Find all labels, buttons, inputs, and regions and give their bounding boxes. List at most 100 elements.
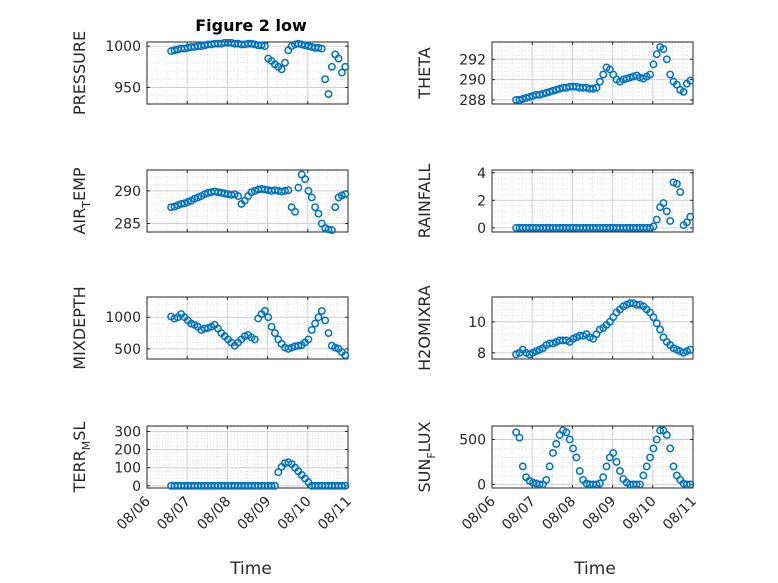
y-axis-label-main: MIXDEPTH bbox=[70, 286, 89, 369]
x-tick-label: 08/06 bbox=[114, 493, 154, 533]
figure-title: Figure 2 low bbox=[195, 16, 307, 35]
data-point bbox=[327, 226, 336, 234]
y-tick-label: 300 bbox=[114, 424, 141, 440]
data-point bbox=[649, 60, 658, 69]
data-point bbox=[549, 86, 557, 95]
data-point bbox=[337, 68, 346, 77]
data-point bbox=[535, 90, 544, 99]
data-point bbox=[334, 54, 343, 63]
data-point bbox=[327, 62, 336, 71]
data-point bbox=[569, 444, 577, 453]
subplot-2: 288 290 292 THETA bbox=[415, 41, 695, 109]
y-tick-label: 10 bbox=[468, 315, 486, 331]
data-point bbox=[652, 215, 661, 224]
data-point bbox=[656, 426, 665, 435]
data-point bbox=[274, 468, 283, 477]
data-point bbox=[615, 466, 624, 475]
data-point bbox=[652, 435, 661, 444]
data-point bbox=[599, 70, 608, 79]
y-tick-label: 8 bbox=[477, 346, 486, 362]
data-point bbox=[324, 90, 333, 99]
data-point bbox=[649, 444, 658, 453]
y-axis-label-subscript: F bbox=[425, 452, 438, 458]
data-point bbox=[622, 74, 631, 83]
y-tick-label: 292 bbox=[459, 52, 486, 68]
y-tick-label: 1000 bbox=[105, 39, 141, 55]
data-point bbox=[304, 335, 313, 344]
axes-box bbox=[146, 296, 349, 360]
y-tick-label: 200 bbox=[114, 443, 141, 459]
y-axis-label-main: AIR bbox=[70, 208, 89, 235]
data-point bbox=[686, 345, 695, 354]
y-tick-label: 290 bbox=[459, 73, 486, 89]
data-point bbox=[632, 480, 641, 489]
data-point bbox=[636, 480, 644, 489]
x-tick-label: 08/11 bbox=[315, 494, 355, 534]
y-axis-label: H2OMIXRA bbox=[415, 285, 434, 371]
data-point bbox=[314, 43, 323, 52]
y-axis-label: AIRTEMP bbox=[70, 167, 93, 234]
data-point bbox=[552, 440, 561, 448]
data-point bbox=[649, 313, 658, 322]
data-point bbox=[639, 471, 648, 480]
data-point bbox=[686, 480, 695, 489]
data-point bbox=[321, 75, 330, 84]
axes-box bbox=[491, 169, 694, 233]
data-point bbox=[311, 319, 320, 328]
x-tick-label: 08/10 bbox=[620, 494, 660, 534]
data-point bbox=[572, 453, 581, 462]
data-point bbox=[575, 466, 584, 475]
y-tick-label: 4 bbox=[477, 166, 486, 182]
data-point bbox=[234, 192, 243, 201]
data-point bbox=[542, 88, 551, 97]
data-point bbox=[324, 329, 333, 338]
data-point bbox=[562, 428, 571, 437]
data-point bbox=[679, 87, 688, 96]
y-axis-label: SUNFLUX bbox=[415, 421, 438, 492]
data-point bbox=[652, 50, 661, 59]
subplot-8: 0 500 SUNFLUX 08/06 08/07 08/08 08/09 08/10 08/1… bbox=[415, 421, 700, 533]
y-tick-label: 2 bbox=[477, 193, 486, 209]
data-point bbox=[301, 175, 310, 184]
data-point bbox=[281, 186, 289, 195]
y-tick-label: 950 bbox=[114, 80, 141, 96]
data-point bbox=[311, 203, 320, 212]
data-point bbox=[177, 199, 186, 208]
data-point bbox=[646, 70, 655, 79]
data-point bbox=[649, 222, 658, 231]
y-axis-label-main: RAINFALL bbox=[415, 164, 434, 239]
data-point bbox=[522, 93, 531, 102]
y-tick-label: 285 bbox=[114, 217, 141, 233]
data-point bbox=[659, 45, 668, 54]
data-point bbox=[307, 325, 316, 334]
y-tick-label: 0 bbox=[132, 479, 141, 495]
data-point bbox=[314, 313, 323, 322]
y-axis-label: MIXDEPTH bbox=[70, 286, 89, 369]
x-tick-label: 08/08 bbox=[539, 494, 579, 534]
data-point bbox=[331, 203, 340, 212]
data-point bbox=[515, 95, 524, 104]
data-point bbox=[666, 217, 675, 225]
data-point bbox=[324, 225, 333, 234]
data-point bbox=[662, 207, 671, 216]
x-axis-label-right: Time bbox=[573, 559, 616, 579]
data-point bbox=[535, 480, 544, 489]
subplot-3: 285 290 AIRTEMP bbox=[70, 167, 350, 235]
data-point bbox=[666, 70, 675, 79]
x-tick-label: 08/07 bbox=[499, 494, 539, 534]
y-axis-label-main: H2OMIXRA bbox=[415, 285, 434, 371]
y-axis-label: PRESSURE bbox=[70, 31, 89, 115]
data-point bbox=[270, 329, 279, 338]
x-tick-label: 08/09 bbox=[235, 494, 275, 534]
data-point bbox=[659, 199, 668, 208]
subplot-5: 500 1000 MIXDEPTH bbox=[70, 286, 350, 370]
data-point bbox=[626, 73, 634, 82]
y-axis-label-tail: EMP bbox=[70, 167, 89, 201]
data-point bbox=[672, 179, 681, 188]
y-axis-label: THETA bbox=[415, 47, 434, 99]
data-point bbox=[538, 89, 547, 98]
data-point bbox=[257, 41, 266, 50]
data-point bbox=[545, 87, 554, 96]
